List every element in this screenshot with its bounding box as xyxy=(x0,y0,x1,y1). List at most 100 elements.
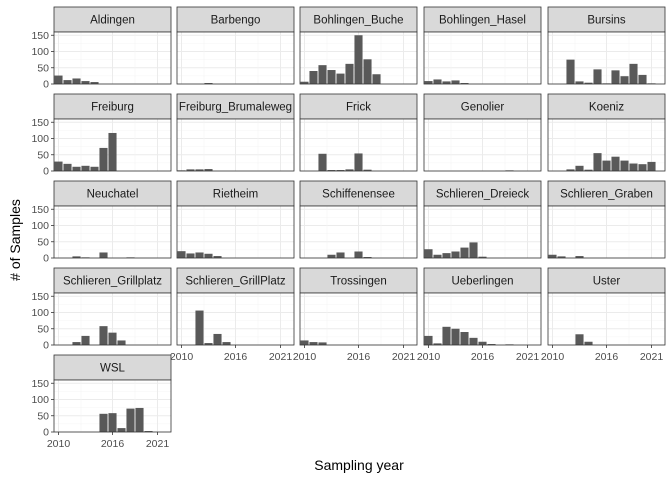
bar xyxy=(204,83,213,84)
bar xyxy=(318,65,327,84)
bar xyxy=(63,163,72,171)
bar xyxy=(469,242,478,258)
y-tick-label: 50 xyxy=(37,410,49,422)
panel: Schlieren_Grillplatz 0 50 100 150 xyxy=(31,267,172,352)
bar xyxy=(309,71,318,84)
panel-border xyxy=(53,205,172,259)
y-tick-label: 50 xyxy=(37,62,49,74)
panel-border xyxy=(423,31,542,85)
panel: Uster 2010 2016 2021 xyxy=(541,267,666,363)
bar xyxy=(72,166,81,171)
panel-strip xyxy=(53,180,172,207)
bar xyxy=(213,333,222,345)
panel: Bohlingen_Hasel xyxy=(423,6,542,85)
panel-border xyxy=(299,205,418,259)
panel-border xyxy=(53,118,172,172)
bar xyxy=(442,81,451,84)
bar xyxy=(327,254,336,258)
panel: Koeniz xyxy=(547,93,666,172)
bar xyxy=(204,253,213,258)
bar xyxy=(186,169,195,171)
bar xyxy=(81,165,90,171)
bar xyxy=(126,408,135,432)
bar xyxy=(72,78,81,84)
panel-title: Barbengo xyxy=(211,15,261,27)
bar xyxy=(602,160,611,171)
panel-border xyxy=(547,118,666,172)
bar xyxy=(186,253,195,258)
x-tick-label: 2016 xyxy=(595,351,619,363)
y-tick-label: 0 xyxy=(43,79,49,91)
bar xyxy=(629,63,638,84)
bar xyxy=(195,310,204,345)
panel: WSL 0 50 100 150 2010 2016 2021 xyxy=(31,354,172,450)
x-tick-label: 2010 xyxy=(541,351,565,363)
bar xyxy=(54,161,63,171)
bar xyxy=(300,81,309,84)
bar xyxy=(442,253,451,258)
bar xyxy=(336,170,345,171)
y-tick-label: 150 xyxy=(31,30,49,42)
y-tick-label: 50 xyxy=(37,236,49,248)
panel-strip xyxy=(547,180,666,207)
x-tick-label: 2016 xyxy=(347,351,371,363)
bar xyxy=(135,407,144,432)
panel-title: WSL xyxy=(100,363,126,375)
bar xyxy=(575,81,584,84)
bar xyxy=(424,81,433,84)
panel-strip xyxy=(423,267,542,294)
bar xyxy=(99,413,108,432)
bar xyxy=(345,63,354,84)
x-tick-label: 2010 xyxy=(417,351,441,363)
panel: Schiffenensee xyxy=(299,180,418,259)
bar xyxy=(424,249,433,258)
bar xyxy=(99,252,108,258)
bar xyxy=(451,328,460,345)
y-tick-label: 0 xyxy=(43,340,49,352)
bar xyxy=(195,252,204,258)
bar xyxy=(566,169,575,171)
x-tick-label: 2021 xyxy=(392,351,416,363)
panel-title: Freiburg xyxy=(91,102,134,114)
panel-strip xyxy=(299,6,418,33)
bar xyxy=(557,256,566,258)
x-tick-label: 2016 xyxy=(471,351,495,363)
panel: Freiburg 0 50 100 150 xyxy=(31,93,172,178)
bar xyxy=(108,413,117,432)
panel: Schlieren_Graben xyxy=(547,180,666,259)
panel-title: Rietheim xyxy=(213,189,258,201)
panel: Bohlingen_Buche xyxy=(299,6,418,85)
bar xyxy=(611,156,620,171)
x-tick-label: 2010 xyxy=(170,351,194,363)
panel-border xyxy=(53,292,172,346)
y-tick-label: 100 xyxy=(31,394,49,406)
y-tick-label: 50 xyxy=(37,323,49,335)
panel-border xyxy=(423,118,542,172)
x-tick-label: 2021 xyxy=(640,351,664,363)
bar xyxy=(300,340,309,345)
bar xyxy=(99,326,108,345)
panel-title: Schlieren_Dreieck xyxy=(436,189,530,201)
bar xyxy=(309,342,318,345)
panel-title: Frick xyxy=(346,102,371,114)
bar xyxy=(442,326,451,345)
panel-strip xyxy=(176,6,295,33)
panel: Schlieren_Dreieck xyxy=(423,180,542,259)
panel-title: Bursins xyxy=(587,15,626,27)
bar xyxy=(177,251,186,258)
bar xyxy=(117,340,126,345)
panel-strip xyxy=(423,93,542,120)
panel-title: Aldingen xyxy=(90,15,135,27)
bar xyxy=(222,342,231,345)
bar xyxy=(63,80,72,84)
panel-strip xyxy=(176,93,295,120)
bar xyxy=(90,166,99,171)
panel-title: Trossingen xyxy=(330,276,386,288)
bar xyxy=(593,153,602,171)
panel: Neuchatel 0 50 100 150 xyxy=(31,180,172,265)
panel: Rietheim xyxy=(176,180,295,259)
x-axis-title: Sampling year xyxy=(314,457,404,473)
y-tick-label: 100 xyxy=(31,133,49,145)
panel-border xyxy=(299,118,418,172)
